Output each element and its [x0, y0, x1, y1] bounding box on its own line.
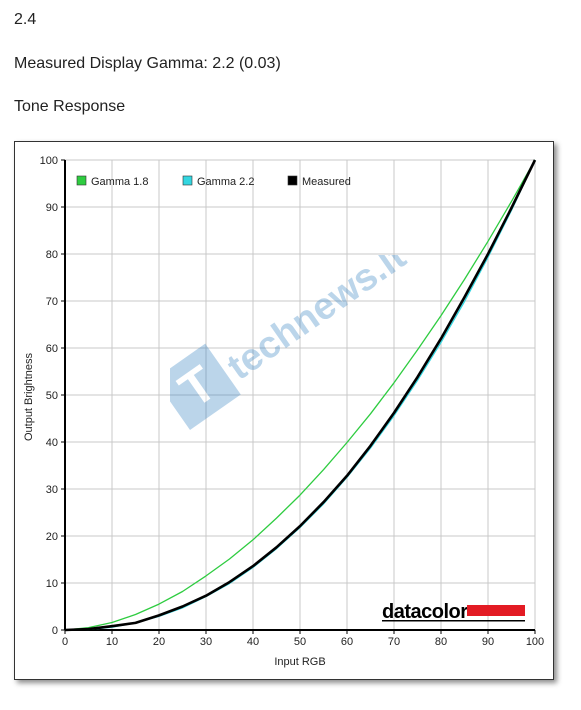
y-tick-label: 20 [46, 531, 58, 543]
series-line-gamma-1-8 [64, 159, 536, 631]
chart-legend: Gamma 1.8 Gamma 2.2 Measured [76, 175, 351, 188]
y-tick-label: 80 [46, 249, 58, 261]
legend-swatch [182, 175, 193, 186]
tone-response-heading: Tone Response [14, 98, 126, 115]
x-tick-label: 70 [388, 636, 400, 648]
chart-series [64, 159, 537, 632]
tone-response-chart-svg: 0 10 20 30 40 50 60 70 80 90 100 0 10 20 30 40 50 60 70 80 9… [23, 155, 545, 668]
datacolor-logo-text: datacolor [382, 601, 468, 623]
legend-label: Measured [302, 176, 351, 188]
y-tick-label: 0 [52, 625, 58, 637]
chart-grid [64, 159, 536, 631]
x-tick-label: 50 [294, 636, 306, 648]
x-tick-label: 80 [435, 636, 447, 648]
series-line-measured [64, 159, 537, 632]
y-tick-label: 90 [46, 202, 58, 214]
tone-response-chart: 0 10 20 30 40 50 60 70 80 90 100 0 10 20 30 40 50 60 70 80 9… [14, 141, 554, 680]
x-tick-label: 60 [341, 636, 353, 648]
legend-swatch [76, 175, 87, 186]
x-tick-label: 20 [153, 636, 165, 648]
y-tick-label: 30 [46, 484, 58, 496]
legend-swatch [287, 175, 298, 186]
y-tick-label: 50 [46, 390, 58, 402]
y-tick-label: 60 [46, 343, 58, 355]
datacolor-logo-underline [382, 620, 525, 622]
datacolor-logo: datacolor [382, 601, 525, 623]
chart-axes: 0 10 20 30 40 50 60 70 80 90 100 0 10 20 30 40 50 60 70 80 9… [40, 155, 545, 648]
y-tick-label: 70 [46, 296, 58, 308]
legend-label: Gamma 2.2 [197, 176, 254, 188]
y-axis-label: Output Brightness [23, 352, 35, 441]
y-tick-label: 10 [46, 578, 58, 590]
x-tick-label: 40 [247, 636, 259, 648]
x-tick-label: 100 [526, 636, 544, 648]
datacolor-logo-bar [467, 605, 525, 616]
x-axis-label: Input RGB [274, 656, 325, 668]
y-tick-label: 40 [46, 437, 58, 449]
x-tick-label: 90 [482, 636, 494, 648]
measured-gamma-heading: Measured Display Gamma: 2.2 (0.03) [14, 55, 281, 72]
x-tick-label: 30 [200, 636, 212, 648]
y-tick-label: 100 [40, 155, 58, 167]
x-tick-label: 10 [106, 636, 118, 648]
version-heading: 2.4 [14, 11, 37, 28]
legend-label: Gamma 1.8 [91, 176, 148, 188]
x-tick-label: 0 [62, 636, 68, 648]
